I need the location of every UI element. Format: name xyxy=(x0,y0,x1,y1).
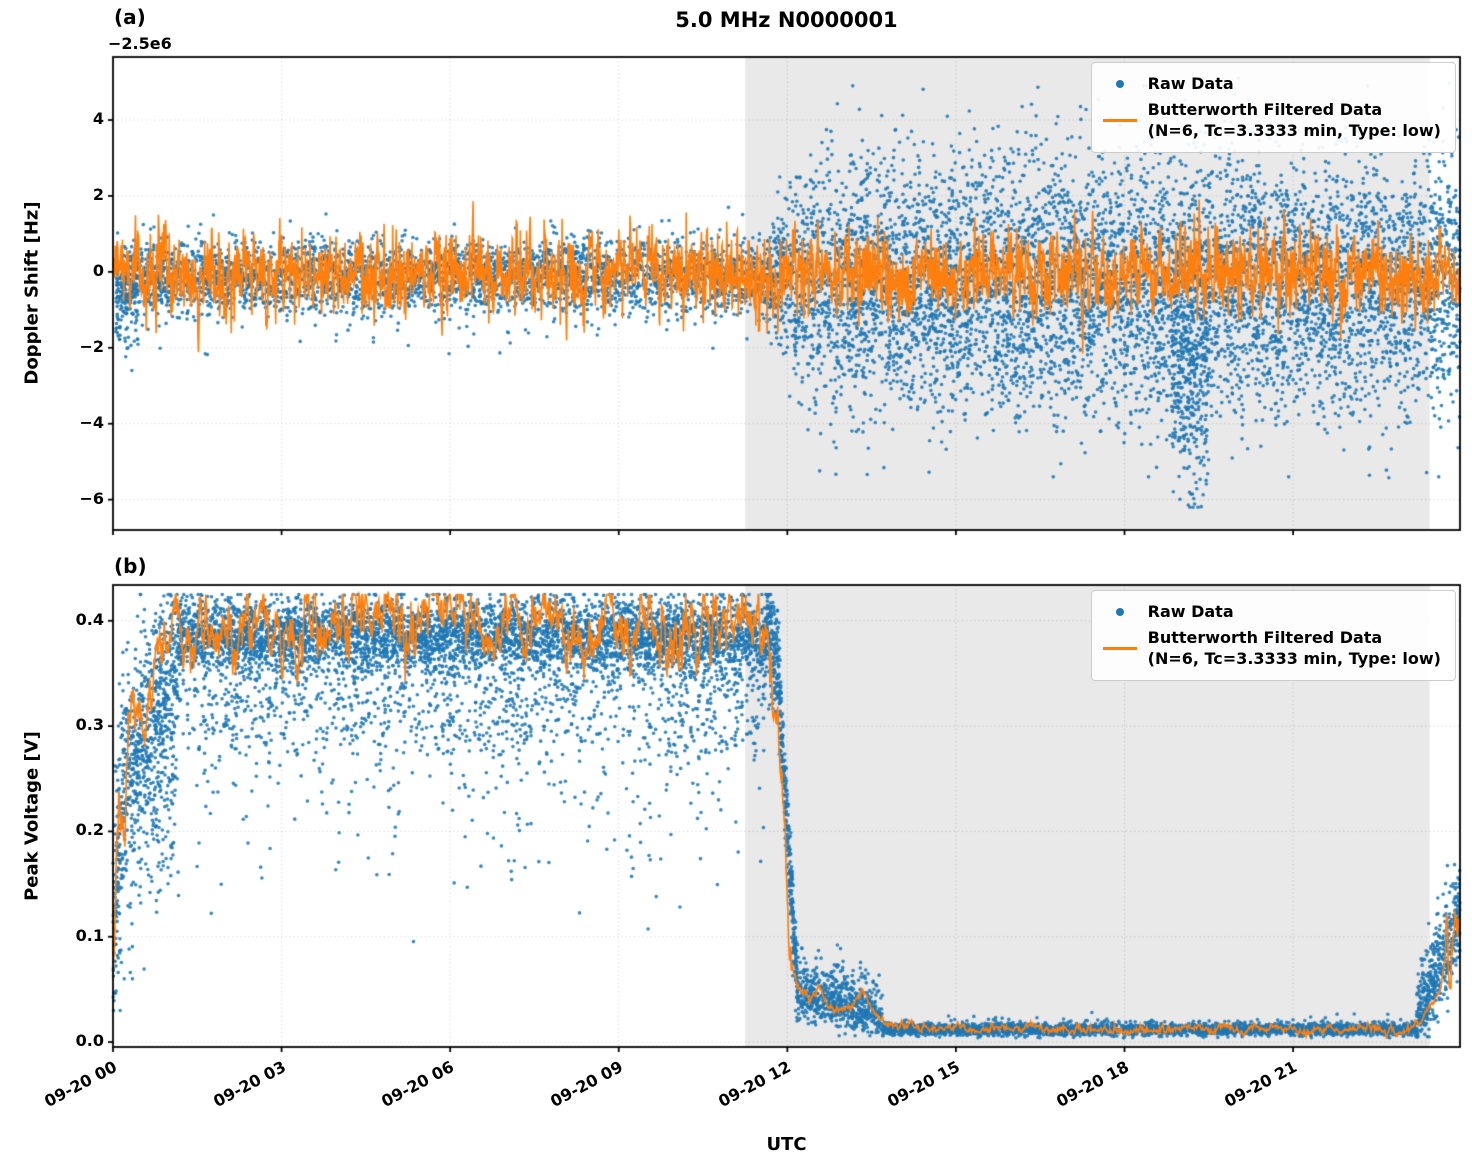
y-tick-label: 0.3 xyxy=(75,715,104,735)
y-axis-offset-text: −2.5e6 xyxy=(108,34,172,53)
y-tick-label: −6 xyxy=(79,488,104,508)
filtered-data-marker-icon xyxy=(1102,646,1137,650)
y-axis-label-doppler: Doppler Shift [Hz] xyxy=(21,201,43,385)
y-tick-label: 0 xyxy=(92,260,104,280)
legend-label-filtered-line1: Butterworth Filtered Data xyxy=(1147,99,1383,119)
y-tick-label: 2 xyxy=(92,184,104,204)
panel-a-tag: (a) xyxy=(114,5,146,29)
legend-label-raw: Raw Data xyxy=(1147,74,1234,93)
legend-panel-b: Raw Data Butterworth Filtered Data (N=6,… xyxy=(1090,590,1456,681)
legend-label-filtered-line2: (N=6, Tc=3.3333 min, Type: low) xyxy=(1147,649,1441,669)
y-tick-label: −4 xyxy=(79,412,104,432)
filtered-data-marker-icon xyxy=(1102,118,1137,122)
y-axis-label-voltage: Peak Voltage [V] xyxy=(21,731,43,901)
legend-entry-raw: Raw Data xyxy=(1102,71,1441,97)
y-tick-label: 4 xyxy=(92,109,104,129)
x-axis-label: UTC xyxy=(766,1134,807,1155)
legend-panel-a: Raw Data Butterworth Filtered Data (N=6,… xyxy=(1090,62,1456,153)
y-tick-label: 0.0 xyxy=(75,1031,104,1051)
panel-b-tag: (b) xyxy=(114,554,147,578)
y-tick-label: 0.2 xyxy=(75,820,104,840)
y-tick-label: 0.4 xyxy=(75,609,104,629)
legend-label-raw: Raw Data xyxy=(1147,602,1234,621)
y-tick-label: −2 xyxy=(79,336,104,356)
y-tick-label: 0.1 xyxy=(75,925,104,945)
chart-title: 5.0 MHz N0000001 xyxy=(675,8,898,32)
legend-label-filtered-line1: Butterworth Filtered Data xyxy=(1147,627,1383,647)
legend-entry-filtered: Butterworth Filtered Data (N=6, Tc=3.333… xyxy=(1102,97,1441,144)
raw-data-marker-icon xyxy=(1115,79,1124,88)
legend-entry-raw: Raw Data xyxy=(1102,599,1441,625)
legend-entry-filtered: Butterworth Filtered Data (N=6, Tc=3.333… xyxy=(1102,625,1441,672)
legend-label-filtered-line2: (N=6, Tc=3.3333 min, Type: low) xyxy=(1147,121,1441,141)
raw-data-marker-icon xyxy=(1115,607,1124,616)
